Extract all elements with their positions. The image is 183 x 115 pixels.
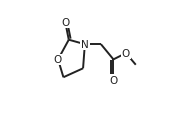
Text: N: N [81,40,89,50]
Text: O: O [53,55,62,65]
Text: O: O [122,49,130,59]
Text: O: O [61,18,69,28]
Text: O: O [109,75,117,85]
